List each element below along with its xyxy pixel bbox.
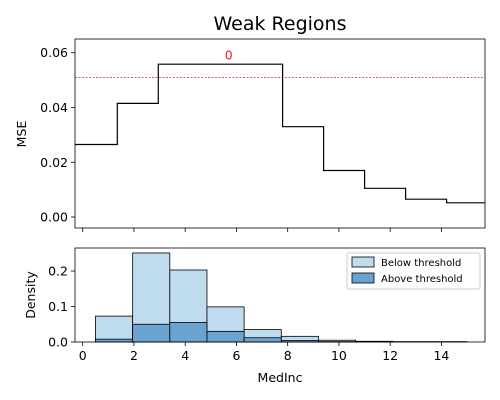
density-axes-frame [74,247,486,343]
mse-panel: 0 0.00 0.02 0.04 0.06 [40,38,486,232]
legend-swatch-below [351,256,375,268]
density-xtick-label-6: 12 [382,348,398,363]
mse-axes-frame [74,38,486,229]
hist-bar-below-0 [95,315,134,343]
density-xtick-label-7: 14 [433,348,449,363]
density-ytick-label-0: 0.0 [48,335,68,350]
density-xtick-label-1: 2 [130,348,138,363]
legend-label-below: Below threshold [381,258,461,269]
mse-plot-area [75,39,485,228]
density-xtick-label-5: 10 [331,348,347,363]
hist-bar-above-0 [95,338,134,343]
density-xtick-label-0: 0 [79,348,87,363]
mse-ytick-label-0: 0.00 [40,210,68,225]
chart-title: Weak Regions [214,13,347,35]
hist-bar-above-4 [243,337,282,343]
density-ytick-label-1: 0.1 [48,299,68,314]
legend-frame [346,252,481,290]
hist-bar-above-3 [206,330,245,343]
density-ytick-label-2: 0.2 [48,264,68,279]
mse-ylabel: MSE [14,121,29,148]
density-xtick-label-4: 8 [284,348,292,363]
mse-ytick-label-1: 0.02 [40,155,68,170]
mse-ytick-label-2: 0.04 [40,100,68,115]
legend-label-above: Above threshold [381,274,463,285]
mse-ytick-label-3: 0.06 [40,45,68,60]
hist-bar-above-1 [132,323,171,343]
hist-bar-above-2 [169,322,208,343]
density-xtick-label-3: 6 [232,348,240,363]
legend-swatch-above [351,272,375,284]
density-xtick-label-2: 4 [181,348,189,363]
mse-step-line [75,63,485,204]
region-annotation-0: 0 [225,48,233,63]
medinc-xlabel: MedInc [258,370,303,385]
density-ylabel: Density [23,271,38,319]
legend: Below threshold Above threshold [346,252,481,290]
